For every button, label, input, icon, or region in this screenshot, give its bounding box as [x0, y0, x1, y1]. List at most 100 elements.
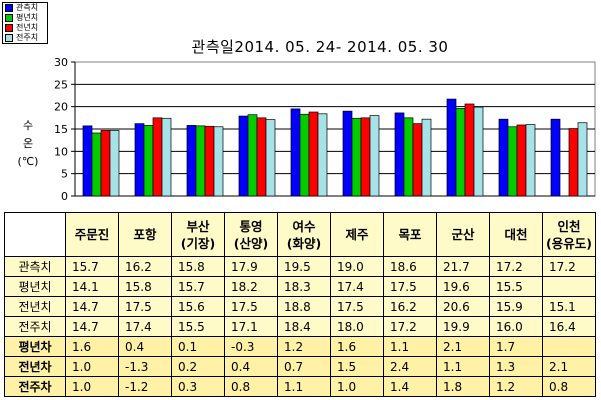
y-tick-label: 20: [54, 101, 68, 114]
bar: [369, 115, 380, 197]
table-cell: 1.2: [277, 336, 331, 357]
table-cell: 17.4: [118, 316, 172, 337]
table-cell: 16.0: [489, 316, 543, 337]
table-cell: 0.1: [171, 336, 225, 357]
table-cell: 1.0: [65, 376, 119, 397]
table-cell: 14.1: [65, 276, 119, 297]
table-cell: 18.2: [224, 276, 278, 297]
bar: [161, 117, 172, 197]
table-cell: [542, 336, 596, 357]
bar: [412, 123, 423, 197]
y-tick-label: 25: [54, 78, 68, 91]
bar: [82, 125, 93, 197]
table-row: 전주차 1.0 -1.2 0.3 0.8 1.1 1.0 1.4 1.8 1.2 0.8: [4, 376, 596, 397]
y-axis-label: 수 온 (℃): [14, 117, 42, 171]
bar: [577, 122, 588, 197]
bar: [568, 128, 579, 197]
table-cell: 15.8: [118, 276, 172, 297]
row-label: 전년치: [4, 296, 66, 317]
legend-swatch: [5, 4, 13, 12]
bar: [134, 123, 145, 197]
legend-label: 전년치: [16, 23, 39, 32]
table-cell: 2.1: [436, 336, 490, 357]
table-cell: 18.6: [383, 256, 437, 277]
row-label: 전년차: [4, 356, 66, 377]
station-header: 여수 (화양): [277, 212, 331, 257]
bar: [290, 108, 301, 197]
bar: [256, 117, 267, 197]
table-row: 관측치 15.7 16.2 15.8 17.9 19.5 19.0 18.6 21.7 17.2 1…: [4, 256, 596, 277]
bar: [238, 115, 249, 197]
bar: [403, 117, 414, 197]
bar: [308, 111, 319, 197]
bar: [525, 124, 536, 197]
table-cell: 15.8: [171, 256, 225, 277]
bar: [446, 98, 457, 197]
table-cell: 17.5: [118, 296, 172, 317]
bar: [152, 117, 163, 197]
bar: [342, 110, 353, 197]
table-cell: 15.6: [171, 296, 225, 317]
table-cell: 0.7: [277, 356, 331, 377]
table-cell: 15.1: [542, 296, 596, 317]
bar: [91, 132, 102, 197]
table-row: 전년차 1.0 -1.3 0.2 0.4 0.7 1.5 2.4 1.1 1.3 2.1: [4, 356, 596, 377]
table-cell: 1.1: [436, 356, 490, 377]
table-cell: -0.3: [224, 336, 278, 357]
legend-swatch: [5, 34, 13, 42]
y-tick-label: 10: [54, 145, 68, 158]
table-cell: 0.8: [542, 376, 596, 397]
bar-chart: 0 5 10 15 20 25 30: [54, 56, 596, 203]
table-cell: 1.1: [277, 376, 331, 397]
station-header: 포항: [118, 212, 172, 257]
legend-label: 평년치: [16, 13, 39, 22]
table-cell: 1.4: [383, 376, 437, 397]
table-cell: 19.9: [436, 316, 490, 337]
bar: [204, 125, 215, 197]
station-header: 대천: [489, 212, 543, 257]
station-header: 목포: [383, 212, 437, 257]
table-cell: 1.6: [65, 336, 119, 357]
legend-item: 평년치: [3, 13, 47, 23]
table-cell: 18.8: [277, 296, 331, 317]
table-cell: 18.4: [277, 316, 331, 337]
table-header-row: 주문진 포항 부산 (기장) 통영 (산양) 여수 (화양) 제주 목포 군산 대천 인천 (용유도): [4, 212, 596, 257]
table-cell: 15.7: [171, 276, 225, 297]
table-cell: 0.2: [171, 356, 225, 377]
table-cell: 2.4: [383, 356, 437, 377]
table-cell: 19.5: [277, 256, 331, 277]
bar: [473, 106, 484, 197]
row-label: 평년차: [4, 336, 66, 357]
row-label: 전주치: [4, 316, 66, 337]
table-cell: 0.4: [118, 336, 172, 357]
table-corner: [4, 212, 66, 257]
table-cell: 18.0: [330, 316, 384, 337]
row-label: 전주차: [4, 376, 66, 397]
bar: [507, 126, 518, 197]
table-cell: 15.9: [489, 296, 543, 317]
table-cell: 14.7: [65, 296, 119, 317]
table-cell: 15.5: [489, 276, 543, 297]
bar: [100, 129, 111, 197]
table-cell: 1.8: [436, 376, 490, 397]
bar: [394, 112, 405, 197]
data-table: 주문진 포항 부산 (기장) 통영 (산양) 여수 (화양) 제주 목포 군산 대천 인천 (용유도) 관측…: [4, 212, 596, 397]
table-cell: 1.5: [330, 356, 384, 377]
legend-item: 전년치: [3, 23, 47, 33]
table-row: 평년차 1.6 0.4 0.1 -0.3 1.2 1.6 1.1 2.1 1.7: [4, 336, 596, 357]
bar: [464, 103, 475, 197]
legend-label: 전주치: [16, 33, 39, 42]
bar: [351, 117, 362, 197]
y-tick-label: 30: [54, 56, 68, 69]
table-cell: -1.3: [118, 356, 172, 377]
table-cell: 2.1: [542, 356, 596, 377]
bar: [265, 119, 276, 197]
table-cell: 0.8: [224, 376, 278, 397]
legend-label: 관측치: [16, 3, 39, 12]
legend-swatch: [5, 24, 13, 32]
table-cell: 20.6: [436, 296, 490, 317]
bar: [421, 118, 432, 197]
table-cell: 16.2: [118, 256, 172, 277]
station-header: 주문진: [65, 212, 119, 257]
bar: [143, 125, 154, 197]
